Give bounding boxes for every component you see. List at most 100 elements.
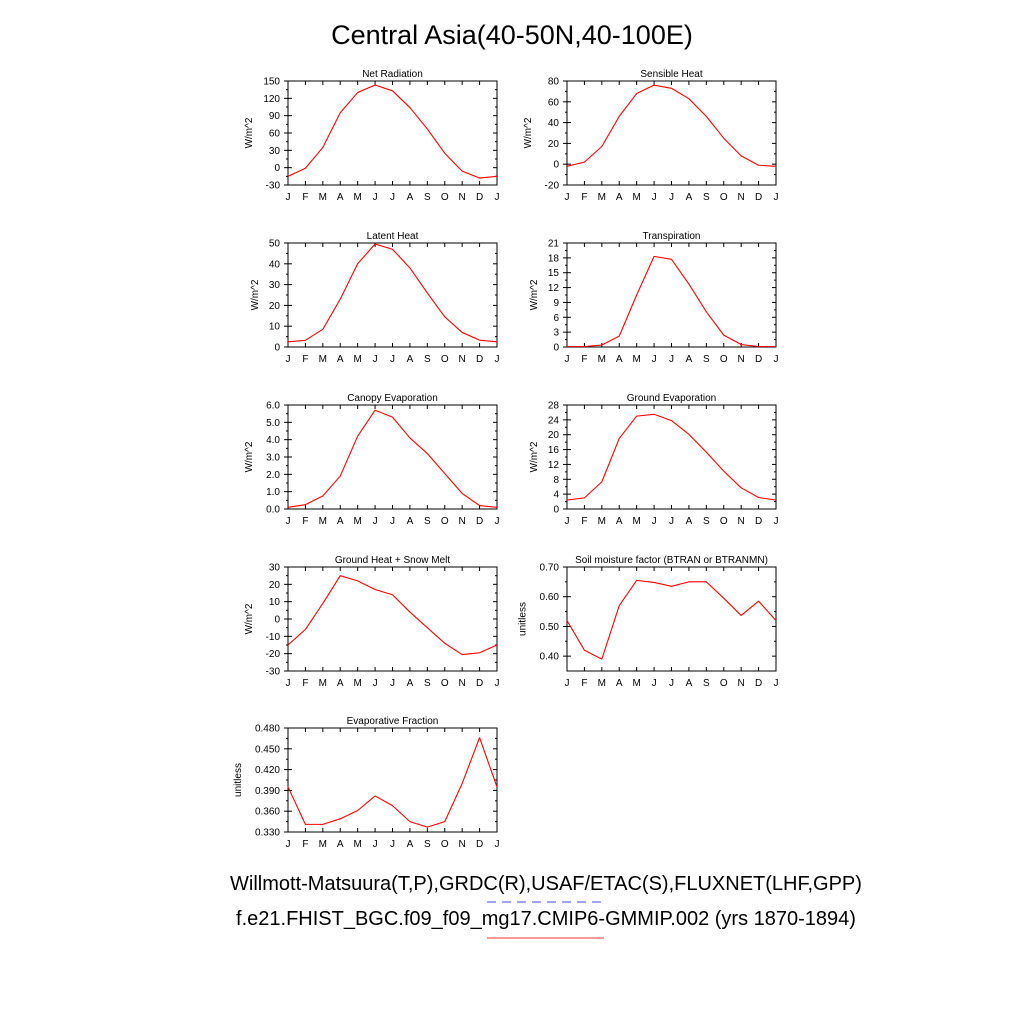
y-axis-label: W/m^2 (244, 441, 255, 472)
x-tick-label: S (703, 354, 710, 365)
x-tick-label: A (686, 354, 693, 365)
x-tick-label: J (774, 678, 779, 689)
x-tick-label: M (353, 354, 361, 365)
x-tick-label: D (755, 516, 762, 527)
y-tick-label: 0.70 (540, 563, 560, 574)
x-tick-label: A (337, 678, 344, 689)
x-tick-label: S (424, 192, 431, 203)
y-axis-label: unitless (518, 602, 529, 636)
y-tick-label: 40 (548, 118, 560, 129)
x-tick-label: A (686, 516, 693, 527)
x-tick-label: J (652, 192, 657, 203)
x-tick-label: M (598, 354, 606, 365)
x-tick-label: J (669, 516, 674, 527)
x-tick-label: J (286, 192, 291, 203)
y-tick-label: 9 (553, 298, 559, 309)
x-tick-label: O (441, 192, 449, 203)
x-tick-label: J (495, 192, 500, 203)
y-tick-label: 6 (553, 313, 559, 324)
x-tick-label: F (302, 192, 308, 203)
x-tick-label: D (476, 192, 483, 203)
y-tick-label: 4.0 (266, 435, 280, 446)
x-tick-label: S (703, 678, 710, 689)
y-tick-label: 20 (548, 139, 560, 150)
plot-frame (287, 80, 498, 186)
x-tick-label: A (616, 516, 623, 527)
x-tick-label: F (302, 516, 308, 527)
x-tick-label: J (390, 354, 395, 365)
panel-title: Net Radiation (362, 69, 423, 80)
x-tick-label: M (632, 678, 640, 689)
x-tick-label: M (632, 192, 640, 203)
y-tick-label: 60 (269, 129, 281, 140)
x-tick-label: A (407, 516, 414, 527)
y-tick-label: 0 (274, 163, 280, 174)
x-tick-label: J (565, 354, 570, 365)
plot-frame (566, 80, 777, 186)
x-tick-label: O (441, 839, 449, 850)
y-tick-label: 30 (269, 563, 281, 574)
x-tick-label: F (581, 192, 587, 203)
y-tick-label: 8 (553, 475, 559, 486)
y-tick-label: 0.50 (540, 622, 560, 633)
x-tick-label: M (319, 678, 327, 689)
x-tick-label: N (459, 192, 466, 203)
x-tick-label: J (390, 192, 395, 203)
x-tick-label: F (581, 678, 587, 689)
x-tick-label: J (390, 516, 395, 527)
x-tick-label: A (337, 839, 344, 850)
x-tick-label: D (755, 354, 762, 365)
y-tick-label: 80 (548, 77, 560, 88)
y-tick-label: 0 (553, 505, 559, 516)
y-tick-label: 21 (548, 239, 560, 250)
y-tick-label: 0.360 (255, 807, 280, 818)
x-tick-label: J (390, 678, 395, 689)
x-tick-label: N (738, 354, 745, 365)
y-tick-label: 3.0 (266, 453, 280, 464)
y-tick-label: 60 (548, 97, 560, 108)
x-tick-label: A (686, 192, 693, 203)
panel-title: Sensible Heat (640, 69, 702, 80)
x-tick-label: M (632, 516, 640, 527)
y-tick-label: 28 (548, 401, 560, 412)
x-tick-label: J (652, 354, 657, 365)
x-tick-label: M (598, 516, 606, 527)
y-axis-label: W/m^2 (244, 603, 255, 634)
x-tick-label: A (337, 354, 344, 365)
y-tick-label: 2.0 (266, 470, 280, 481)
chart-panel: J F M A M J J A S O N D J0.3300.3600.3900.4200.4500.… (233, 716, 500, 850)
x-tick-label: A (337, 192, 344, 203)
x-tick-label: J (652, 516, 657, 527)
series-line (287, 575, 498, 656)
y-tick-label: 12 (548, 283, 560, 294)
x-tick-label: J (495, 354, 500, 365)
x-tick-label: N (459, 516, 466, 527)
x-tick-label: J (286, 354, 291, 365)
x-tick-label: O (441, 678, 449, 689)
x-tick-label: J (373, 354, 378, 365)
y-tick-label: 0 (274, 615, 280, 626)
x-tick-label: M (632, 354, 640, 365)
y-tick-label: 20 (269, 580, 281, 591)
y-tick-label: -20 (545, 181, 560, 192)
y-tick-label: 20 (548, 430, 560, 441)
panel-title: Latent Heat (367, 231, 419, 242)
y-tick-label: 30 (269, 146, 281, 157)
x-tick-label: S (703, 516, 710, 527)
x-tick-label: N (738, 192, 745, 203)
y-tick-label: 4 (553, 490, 559, 501)
y-tick-label: 16 (548, 445, 560, 456)
y-tick-label: 3 (553, 328, 559, 339)
y-tick-label: 1.0 (266, 487, 280, 498)
y-tick-label: 150 (263, 77, 280, 88)
panel-title: Evaporative Fraction (347, 716, 439, 727)
x-tick-label: J (495, 678, 500, 689)
y-tick-label: -30 (266, 181, 281, 192)
